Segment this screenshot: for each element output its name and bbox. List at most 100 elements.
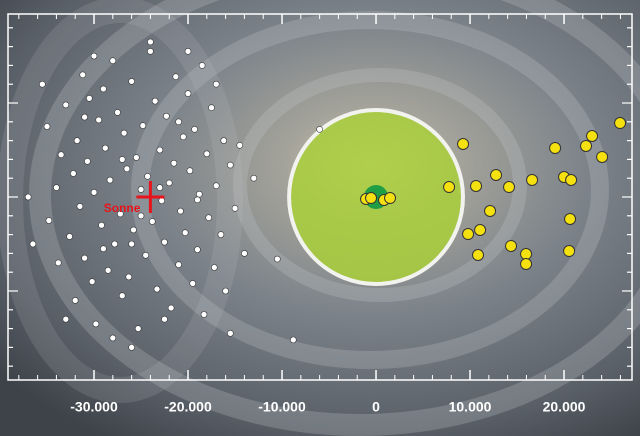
yellow-point xyxy=(520,258,533,271)
white-point xyxy=(120,129,128,137)
white-point xyxy=(90,52,98,60)
white-point xyxy=(133,154,140,161)
white-point xyxy=(139,122,147,129)
white-point xyxy=(211,264,218,271)
yellow-point xyxy=(614,117,627,130)
white-point xyxy=(316,126,323,133)
white-point xyxy=(189,280,197,287)
white-point xyxy=(290,336,297,344)
white-point xyxy=(117,210,124,218)
white-point xyxy=(217,231,225,238)
yellow-point xyxy=(549,142,562,155)
white-point xyxy=(184,90,192,97)
white-point xyxy=(118,156,126,163)
white-point xyxy=(29,240,37,248)
white-point xyxy=(43,123,51,130)
white-point xyxy=(79,71,87,79)
white-point xyxy=(170,159,178,167)
white-point xyxy=(147,38,154,46)
yellow-point xyxy=(526,173,539,186)
yellow-point xyxy=(490,169,503,182)
white-point xyxy=(165,179,173,187)
white-point xyxy=(186,167,194,174)
white-point xyxy=(109,334,117,342)
white-point xyxy=(123,165,131,173)
white-point xyxy=(104,267,112,274)
white-point xyxy=(227,161,234,169)
white-point xyxy=(128,344,135,351)
white-point xyxy=(128,78,135,85)
white-point xyxy=(92,320,100,328)
x-tick-label: 10.000 xyxy=(449,399,492,415)
white-point xyxy=(167,304,175,312)
white-point xyxy=(71,297,79,304)
white-point xyxy=(200,311,208,318)
white-point xyxy=(101,144,109,152)
white-point xyxy=(114,109,121,116)
white-point xyxy=(88,278,96,285)
white-point xyxy=(90,189,98,196)
white-point xyxy=(81,113,88,121)
white-point xyxy=(128,240,135,248)
white-point xyxy=(194,246,201,253)
white-point xyxy=(227,329,234,337)
white-point xyxy=(222,287,229,295)
white-point xyxy=(95,116,103,124)
white-point xyxy=(118,292,126,299)
white-point xyxy=(62,315,70,323)
white-point xyxy=(195,190,203,198)
white-point xyxy=(153,285,161,293)
white-point xyxy=(130,226,137,234)
white-point xyxy=(205,214,212,221)
white-point xyxy=(274,255,281,263)
white-point xyxy=(73,137,81,144)
white-point xyxy=(161,315,168,323)
white-point xyxy=(98,221,105,229)
white-point xyxy=(198,62,206,69)
x-tick-label: -30.000 xyxy=(70,399,118,415)
white-point xyxy=(250,174,258,182)
white-point xyxy=(148,218,156,225)
white-point xyxy=(158,197,165,205)
x-tick-label: -10.000 xyxy=(258,399,306,415)
white-point xyxy=(81,254,88,262)
white-point xyxy=(66,233,73,240)
white-point xyxy=(156,184,164,191)
white-point xyxy=(241,250,248,257)
white-point xyxy=(45,217,53,224)
white-point xyxy=(177,207,184,215)
white-point xyxy=(191,126,198,133)
white-point xyxy=(236,142,244,149)
white-point xyxy=(62,101,70,109)
white-point xyxy=(84,157,91,165)
white-point xyxy=(181,229,189,237)
yellow-point xyxy=(565,173,578,186)
annotation: Sonne xyxy=(104,201,141,215)
white-point xyxy=(134,325,142,332)
yellow-point xyxy=(484,205,497,218)
white-point xyxy=(203,150,211,158)
yellow-point xyxy=(365,192,378,205)
white-point xyxy=(147,48,154,55)
white-point xyxy=(109,57,117,65)
white-point xyxy=(100,85,107,93)
white-point xyxy=(137,212,145,220)
yellow-point xyxy=(474,223,487,236)
white-point xyxy=(144,173,151,180)
white-point xyxy=(194,196,201,204)
white-point xyxy=(86,95,93,102)
yellow-point xyxy=(443,181,456,194)
white-point xyxy=(175,261,182,268)
white-point xyxy=(231,204,239,212)
yellow-point xyxy=(472,248,485,261)
yellow-point xyxy=(520,248,533,261)
white-point xyxy=(53,184,60,191)
x-tick-label: 0 xyxy=(372,399,380,415)
white-point xyxy=(54,259,62,267)
yellow-point xyxy=(384,192,397,205)
yellow-point xyxy=(470,180,483,193)
white-point xyxy=(161,238,168,246)
white-point xyxy=(76,203,84,210)
